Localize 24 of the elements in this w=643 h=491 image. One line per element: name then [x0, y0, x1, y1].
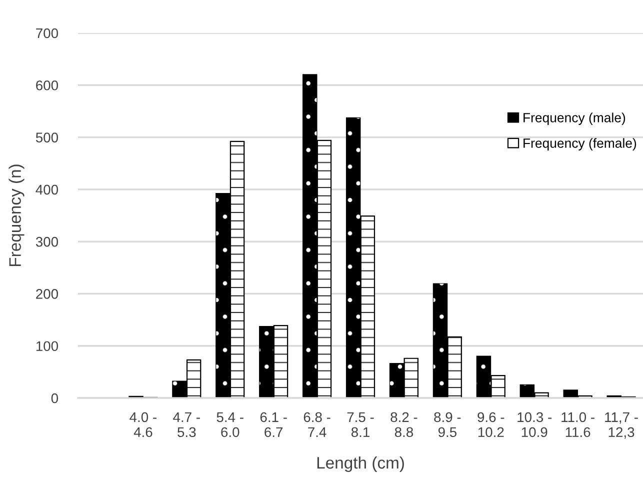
x-tick-label: 4.7 - 5.3 — [173, 412, 200, 438]
y-tick-label: 700 — [36, 28, 58, 38]
y-tick-label: 300 — [36, 236, 58, 247]
y-tick-label: 100 — [36, 341, 58, 352]
y-tick-label: 600 — [36, 80, 58, 90]
x-tick-label: 4.0 - 4.6 — [130, 412, 156, 438]
y-tick-label: 500 — [36, 132, 58, 142]
x-tick-label: 10.3 - 10.9 — [518, 412, 552, 438]
y-tick-label: 200 — [36, 289, 58, 299]
x-axis-title: Length (cm) — [317, 456, 404, 472]
legend-label: Frequency (male) — [524, 112, 626, 125]
x-tick-label: 8.9 - 9.5 — [434, 412, 461, 438]
legend-label: Frequency (female) — [524, 138, 636, 150]
x-tick-label: 6.8 - 7.4 — [304, 412, 330, 437]
x-tick-label: 8.2 - 8.8 — [390, 412, 418, 438]
x-tick-label: 11.0 - 11.6 — [562, 412, 594, 438]
y-tick-label: 400 — [36, 184, 58, 195]
y-tick-label: 0 — [51, 393, 58, 404]
y-axis-title: Frequency (n) — [8, 164, 24, 266]
x-tick-label: 7.5 - 8.1 — [347, 412, 374, 438]
x-tick-label: 11,7 - 12,3 — [605, 412, 638, 439]
x-tick-label: 5.4 - 6.0 — [216, 412, 244, 438]
x-tick-label: 9.6 - 10.2 — [478, 412, 504, 438]
x-tick-label: 6.1 - 6.7 — [260, 412, 287, 438]
